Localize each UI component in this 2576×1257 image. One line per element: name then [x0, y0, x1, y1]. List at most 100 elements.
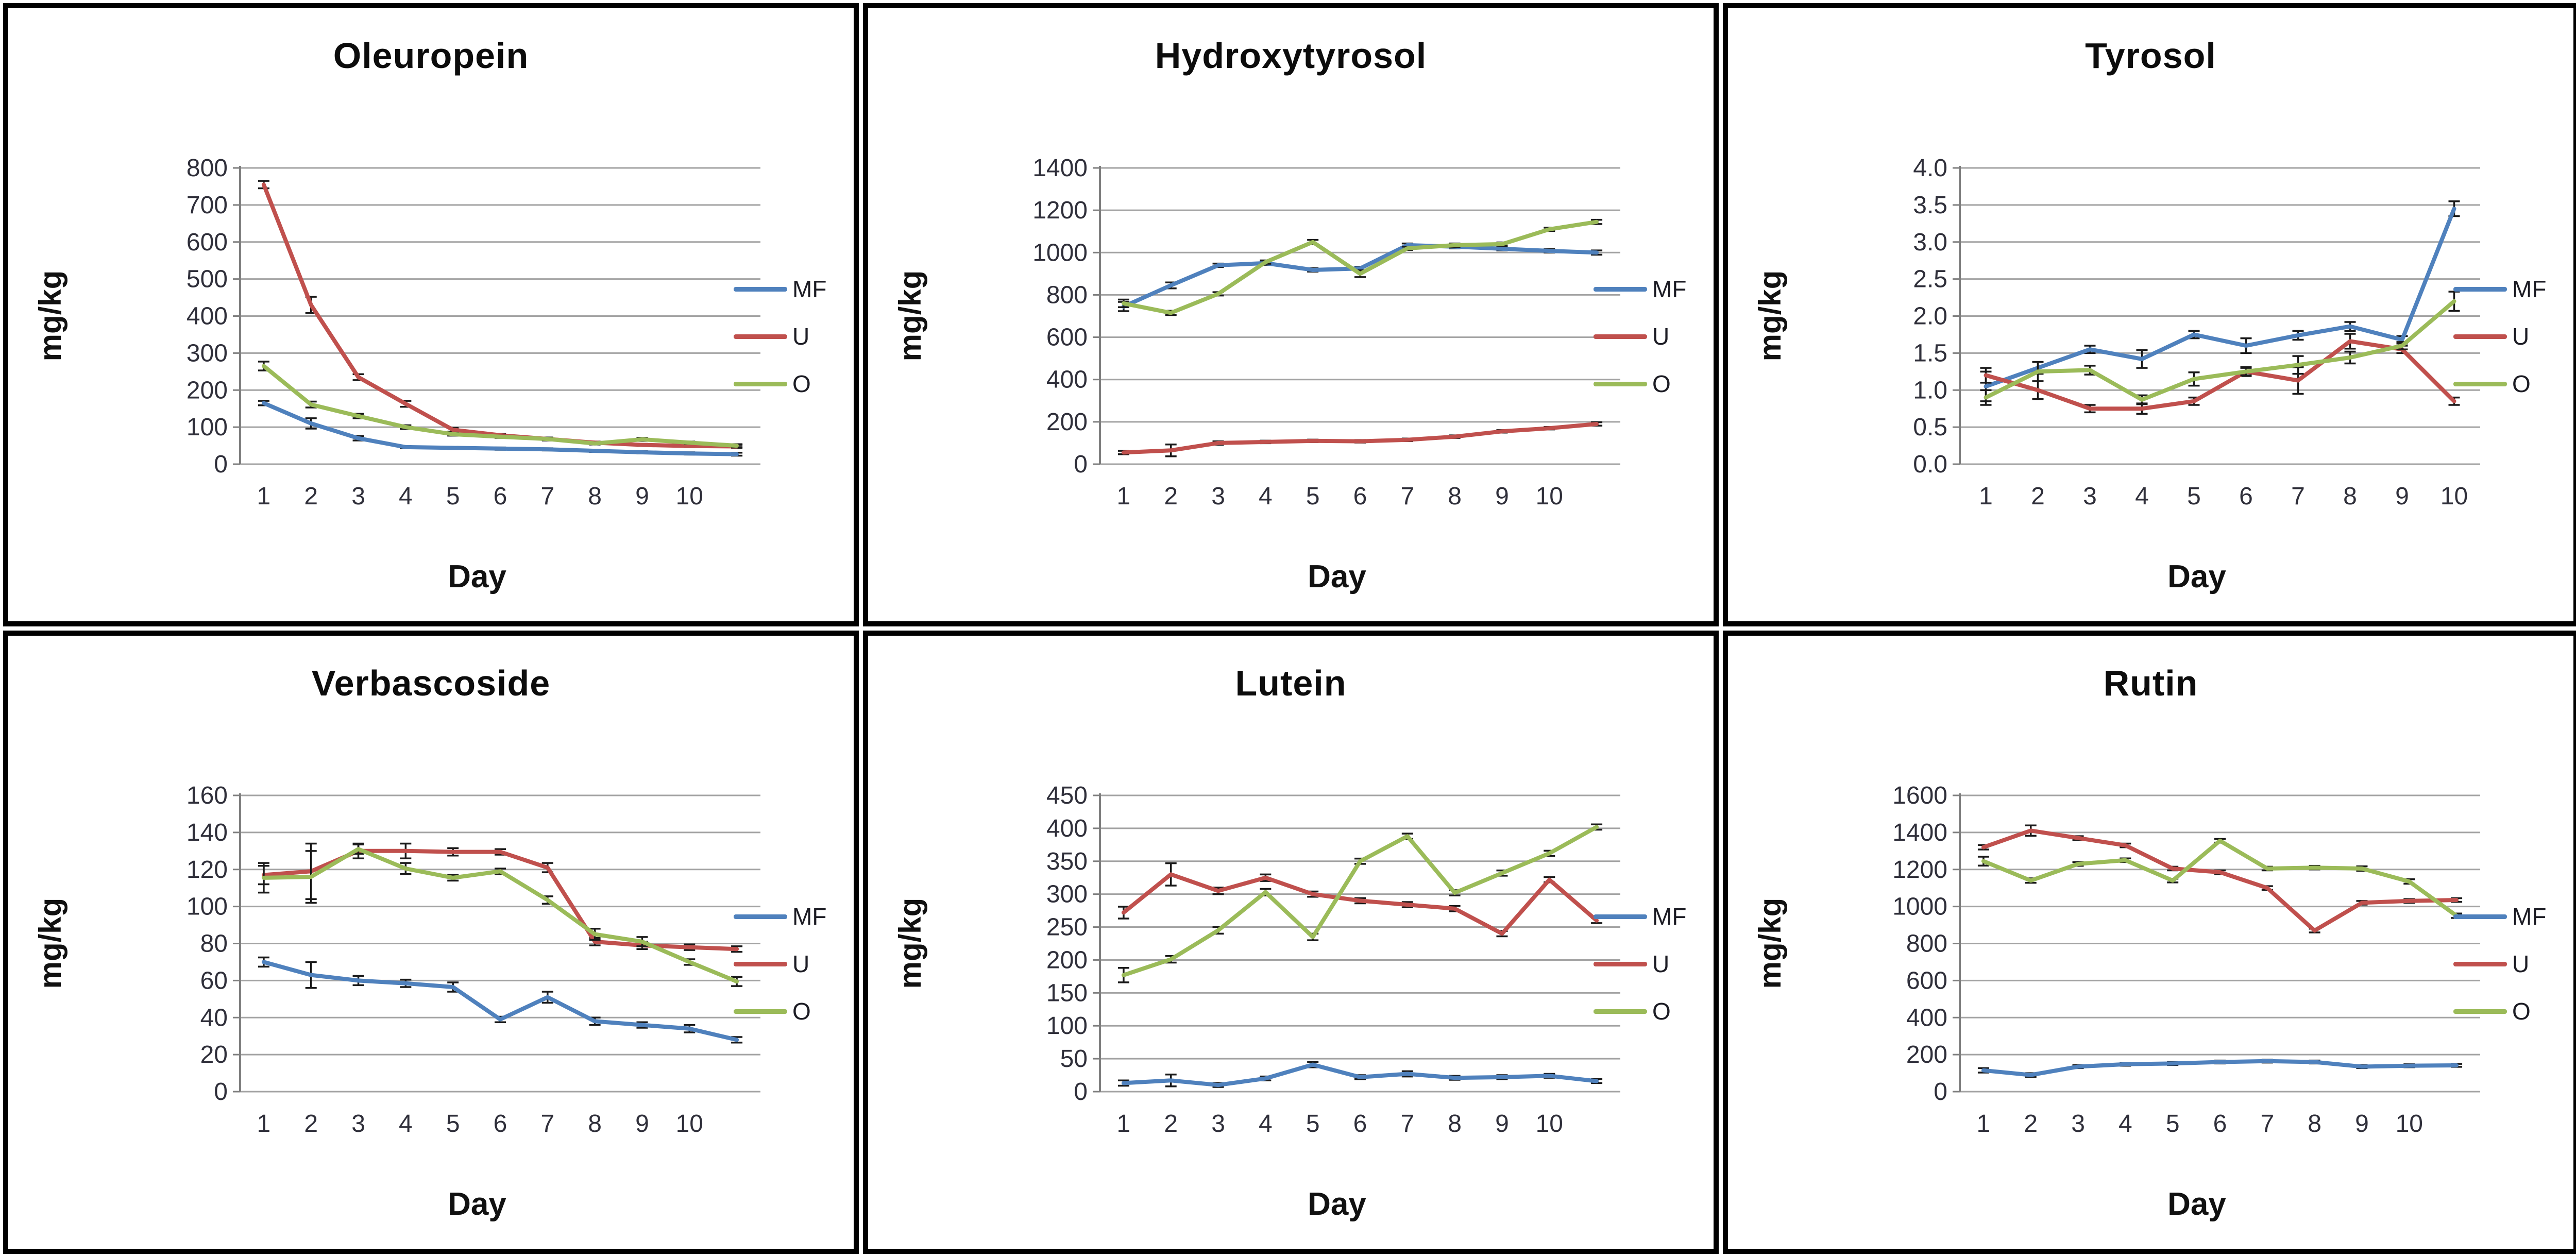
svg-text:1: 1 — [1979, 483, 1993, 510]
legend-label: O — [2512, 998, 2531, 1025]
svg-text:1: 1 — [1117, 1110, 1131, 1137]
svg-text:150: 150 — [1046, 979, 1088, 1007]
legend-swatch-u-icon — [1594, 961, 1647, 966]
x-axis-title: Day — [1308, 1186, 1366, 1222]
svg-text:1000: 1000 — [1032, 239, 1088, 266]
line-chart: 0 200 400 600 800 1000 1200 1400 1600 1 2 3 4 5 6 7 8 9 10 — [1892, 782, 2480, 1137]
svg-text:10: 10 — [2441, 483, 2468, 510]
svg-text:10: 10 — [1536, 483, 1563, 510]
legend-label: MF — [2512, 903, 2547, 930]
chart-title: Rutin — [2103, 663, 2198, 703]
svg-text:0: 0 — [1074, 1078, 1088, 1106]
chart-title: Hydroxytyrosol — [1155, 36, 1427, 76]
legend: MF U O — [734, 903, 852, 1046]
legend-item-o: O — [734, 370, 852, 397]
svg-text:40: 40 — [200, 1004, 228, 1031]
legend-item-u: U — [2453, 950, 2572, 977]
svg-text:4.0: 4.0 — [1913, 155, 1947, 182]
svg-text:400: 400 — [187, 303, 228, 330]
legend-item-o: O — [2453, 370, 2572, 397]
legend-label: MF — [792, 276, 827, 302]
svg-text:120: 120 — [187, 856, 228, 884]
legend-swatch-o-icon — [2453, 381, 2507, 386]
legend: MF U O — [1594, 276, 1712, 418]
legend-item-mf: MF — [1594, 903, 1712, 930]
legend-swatch-u-icon — [734, 961, 787, 966]
svg-text:9: 9 — [2355, 1110, 2369, 1137]
svg-text:7: 7 — [540, 483, 554, 510]
svg-text:3.5: 3.5 — [1913, 192, 1947, 219]
legend-item-o: O — [2453, 998, 2572, 1025]
legend-item-u: U — [2453, 323, 2572, 350]
chart-panel-oleuropein: Oleuropein mg/kg 0 100 200 300 400 500 600 700 8… — [3, 3, 859, 626]
legend: MF U O — [2453, 276, 2572, 418]
svg-text:3: 3 — [1211, 483, 1225, 510]
svg-text:7: 7 — [2291, 483, 2305, 510]
svg-text:4: 4 — [2119, 1110, 2132, 1137]
legend-swatch-mf-icon — [734, 914, 787, 919]
svg-text:800: 800 — [1906, 930, 1947, 958]
svg-text:8: 8 — [588, 483, 602, 510]
svg-text:10: 10 — [1536, 1110, 1563, 1137]
legend-swatch-mf-icon — [1594, 286, 1647, 292]
svg-text:8: 8 — [2343, 483, 2357, 510]
svg-text:100: 100 — [187, 414, 228, 441]
svg-text:200: 200 — [187, 377, 228, 404]
svg-text:9: 9 — [635, 483, 649, 510]
svg-text:1200: 1200 — [1032, 197, 1088, 224]
svg-text:9: 9 — [1495, 1110, 1509, 1137]
svg-text:400: 400 — [1046, 366, 1088, 394]
line-chart: 0 50 100 150 200 250 300 350 400 450 1 2 3 4 5 6 7 8 9 10 — [1046, 782, 1620, 1137]
legend-swatch-u-icon — [1594, 334, 1647, 339]
legend-swatch-o-icon — [2453, 1009, 2507, 1014]
svg-text:4: 4 — [1259, 1110, 1273, 1137]
svg-text:7: 7 — [1400, 483, 1414, 510]
svg-text:5: 5 — [2166, 1110, 2180, 1137]
legend-swatch-o-icon — [1594, 381, 1647, 386]
svg-text:3: 3 — [1211, 1110, 1225, 1137]
legend-label: MF — [2512, 276, 2547, 302]
svg-text:6: 6 — [494, 483, 507, 510]
chart-panel-verbascoside: Verbascoside mg/kg 0 20 40 60 80 100 120 140 160… — [3, 631, 859, 1254]
svg-text:1.5: 1.5 — [1913, 339, 1947, 367]
svg-text:300: 300 — [1046, 881, 1088, 908]
svg-text:1400: 1400 — [1032, 155, 1088, 182]
svg-text:4: 4 — [2135, 483, 2149, 510]
legend-item-u: U — [734, 950, 852, 977]
svg-text:8: 8 — [1448, 483, 1462, 510]
svg-text:80: 80 — [200, 930, 228, 958]
svg-text:2: 2 — [304, 483, 318, 510]
svg-text:1: 1 — [1117, 483, 1131, 510]
svg-text:7: 7 — [2260, 1110, 2274, 1137]
svg-text:350: 350 — [1046, 848, 1088, 875]
svg-text:250: 250 — [1046, 914, 1088, 941]
line-chart: 0 200 400 600 800 1000 1200 1400 1 2 3 4 5 6 7 8 9 10 — [1032, 155, 1620, 510]
svg-text:3: 3 — [2083, 483, 2097, 510]
chart-title: Oleuropein — [333, 36, 529, 76]
svg-text:400: 400 — [1906, 1004, 1947, 1031]
legend-item-o: O — [734, 998, 852, 1025]
svg-text:500: 500 — [187, 266, 228, 293]
legend-item-u: U — [734, 323, 852, 350]
legend-label: O — [792, 370, 811, 397]
svg-text:1200: 1200 — [1892, 856, 1947, 884]
svg-text:5: 5 — [2187, 483, 2201, 510]
svg-text:6: 6 — [2239, 483, 2253, 510]
svg-text:4: 4 — [1259, 483, 1273, 510]
svg-text:0: 0 — [214, 1078, 228, 1106]
svg-text:7: 7 — [1400, 1110, 1414, 1137]
legend-item-o: O — [1594, 370, 1712, 397]
chart-title: Lutein — [1235, 663, 1347, 703]
legend-item-mf: MF — [1594, 276, 1712, 302]
svg-text:1: 1 — [257, 1110, 271, 1137]
y-axis-title: mg/kg — [33, 270, 67, 362]
svg-text:10: 10 — [2396, 1110, 2423, 1137]
chart-panel-rutin: Rutin mg/kg 0 200 400 600 800 1000 1200 1400 160… — [1723, 631, 2576, 1254]
svg-text:200: 200 — [1046, 409, 1088, 436]
svg-text:9: 9 — [2395, 483, 2409, 510]
svg-text:2.5: 2.5 — [1913, 266, 1947, 293]
svg-text:3: 3 — [2071, 1110, 2085, 1137]
svg-text:600: 600 — [1046, 324, 1088, 351]
legend-label: O — [792, 998, 811, 1025]
x-axis-title: Day — [1308, 559, 1366, 594]
